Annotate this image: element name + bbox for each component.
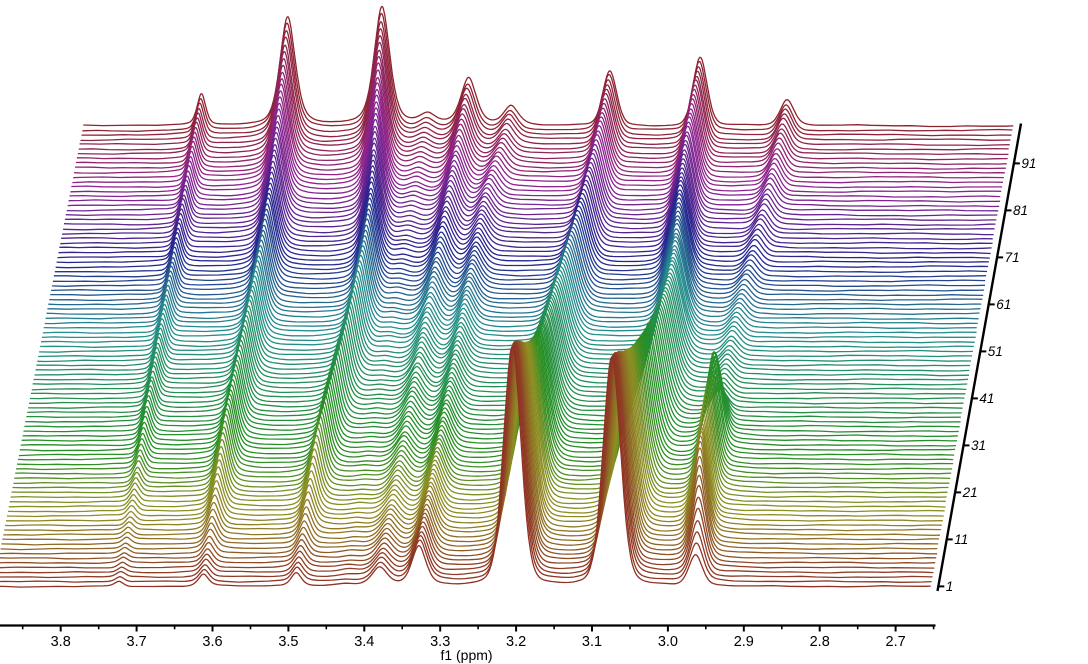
svg-text:1: 1 <box>946 579 954 594</box>
svg-text:3.0: 3.0 <box>658 634 678 650</box>
svg-text:91: 91 <box>1021 156 1036 171</box>
svg-text:3.1: 3.1 <box>582 634 602 650</box>
svg-text:3.7: 3.7 <box>127 634 147 650</box>
svg-text:21: 21 <box>962 485 978 500</box>
svg-text:3.2: 3.2 <box>506 634 526 650</box>
svg-text:f1 (ppm): f1 (ppm) <box>440 647 492 663</box>
svg-text:71: 71 <box>1005 250 1020 265</box>
svg-text:41: 41 <box>979 391 994 406</box>
svg-text:2.8: 2.8 <box>810 634 830 650</box>
svg-text:31: 31 <box>971 438 986 453</box>
svg-text:61: 61 <box>996 297 1011 312</box>
svg-text:81: 81 <box>1013 203 1028 218</box>
svg-text:3.6: 3.6 <box>202 634 222 650</box>
svg-text:51: 51 <box>988 344 1003 359</box>
svg-text:2.9: 2.9 <box>734 634 754 650</box>
svg-text:3.8: 3.8 <box>51 634 71 650</box>
svg-text:11: 11 <box>954 532 968 547</box>
svg-text:2.7: 2.7 <box>886 634 906 650</box>
svg-text:3.3: 3.3 <box>430 634 450 650</box>
svg-text:3.4: 3.4 <box>354 634 374 650</box>
svg-text:3.5: 3.5 <box>278 634 298 650</box>
